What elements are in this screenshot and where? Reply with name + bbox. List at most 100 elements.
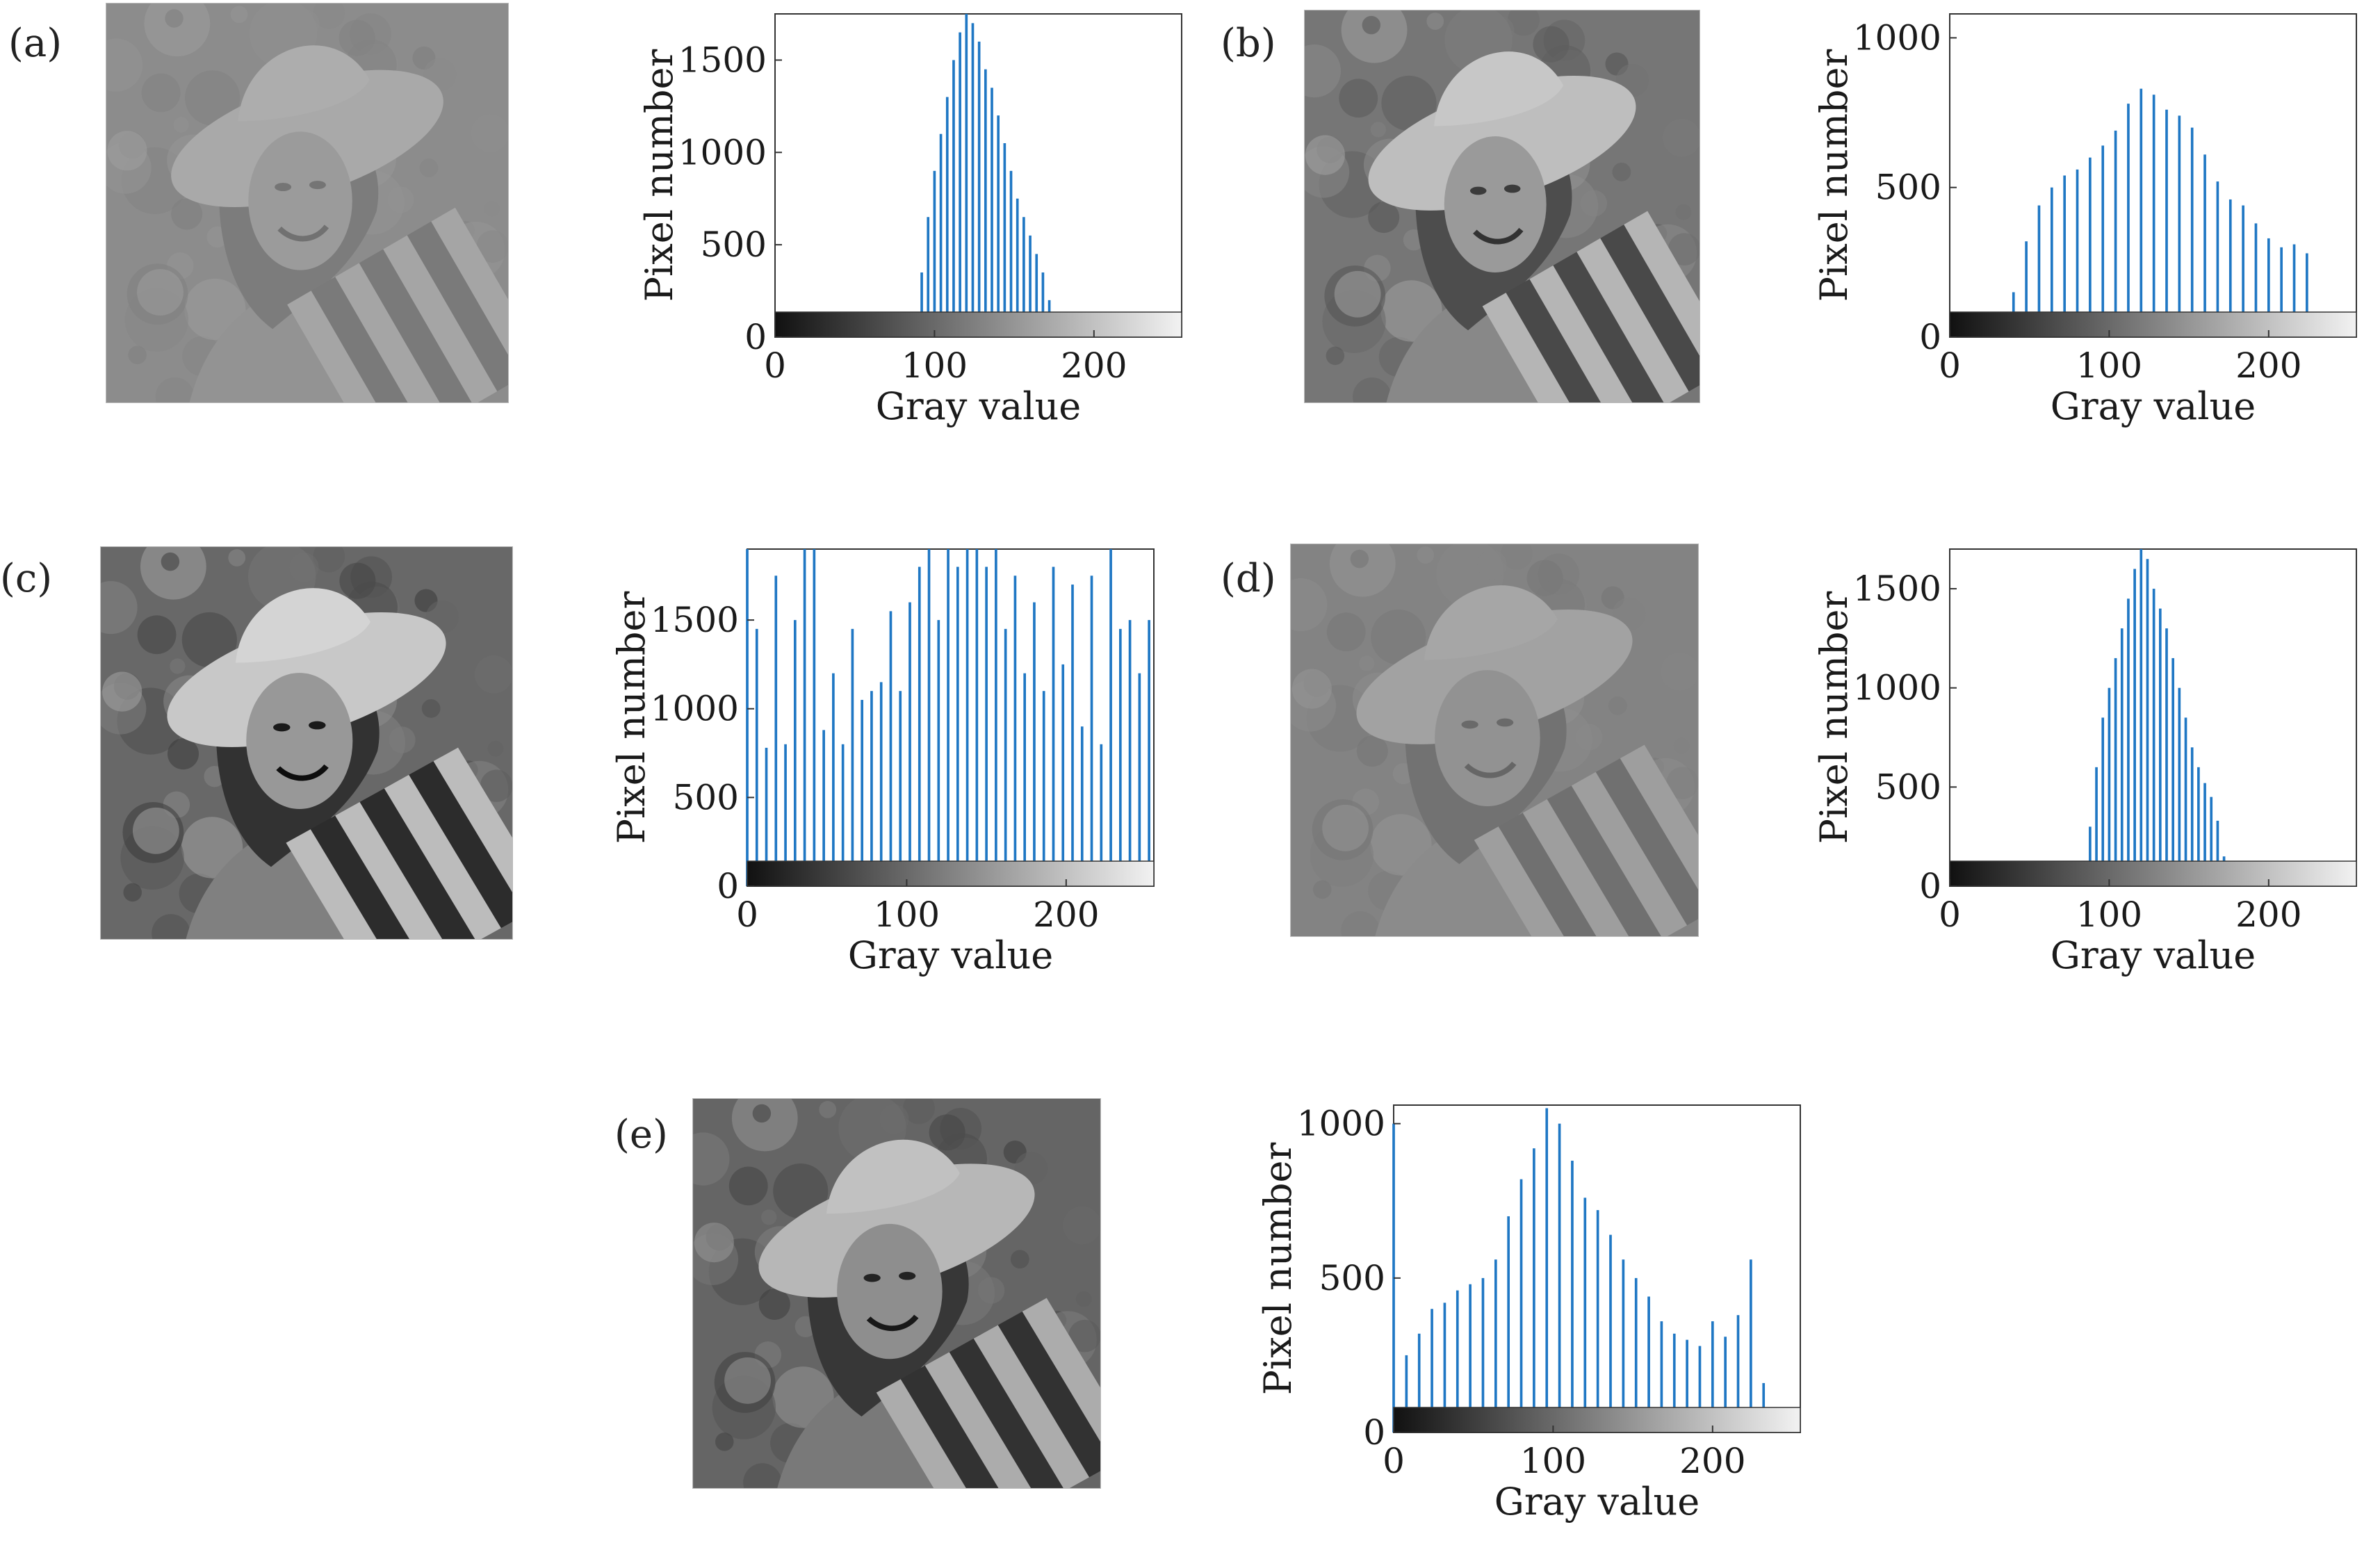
histogram-bar bbox=[1080, 726, 1084, 886]
histogram-bar bbox=[995, 549, 997, 886]
histogram-bar bbox=[965, 14, 968, 337]
histogram-bar bbox=[2216, 820, 2219, 886]
x-tick-label: 100 bbox=[902, 345, 968, 386]
histogram-bar bbox=[1029, 235, 1032, 337]
histogram-bar bbox=[1052, 566, 1055, 886]
histogram-bar bbox=[2095, 767, 2098, 886]
histogram-bar bbox=[1736, 1315, 1740, 1432]
y-tick-label: 1500 bbox=[651, 600, 739, 640]
histogram-bar bbox=[1596, 1210, 1599, 1432]
histogram-bar bbox=[984, 69, 987, 337]
histogram-bar bbox=[2152, 95, 2155, 337]
histogram-bar bbox=[1609, 1234, 1612, 1432]
histogram-bar bbox=[2152, 589, 2155, 886]
y-tick-label: 1000 bbox=[1853, 668, 1941, 708]
histogram-bar bbox=[2089, 157, 2092, 337]
histogram-bar bbox=[870, 691, 873, 886]
histogram-bar bbox=[977, 41, 981, 337]
histogram-bar bbox=[841, 744, 845, 886]
grayscale-colorbar bbox=[1393, 1407, 1801, 1433]
histogram-bar bbox=[1042, 691, 1045, 886]
histogram-bar bbox=[2203, 783, 2206, 886]
histogram-bar bbox=[1071, 585, 1074, 886]
histogram-bar bbox=[1128, 620, 1132, 886]
histogram-bar bbox=[920, 272, 923, 337]
histogram-bar bbox=[803, 549, 806, 886]
grayscale-colorbar bbox=[1949, 860, 2357, 887]
histogram-bar bbox=[2146, 559, 2149, 886]
panel-label-a: (a) bbox=[8, 21, 63, 66]
y-tick-label: 1000 bbox=[651, 689, 739, 729]
histogram-bar bbox=[1417, 1333, 1421, 1432]
histogram-bar bbox=[2178, 687, 2181, 886]
histogram-bar bbox=[2203, 154, 2206, 337]
histogram-bar bbox=[2171, 658, 2175, 886]
x-tick-label: 0 bbox=[764, 345, 786, 386]
histogram-bar bbox=[1507, 1216, 1510, 1432]
histogram-bar bbox=[2190, 747, 2194, 886]
histogram-bar bbox=[1583, 1198, 1587, 1432]
histogram-bar bbox=[832, 673, 835, 886]
histogram-bar bbox=[1750, 1259, 1752, 1432]
histogram-bar bbox=[2210, 797, 2213, 886]
y-tick-label: 0 bbox=[1363, 1412, 1385, 1453]
y-tick-label: 1000 bbox=[1297, 1104, 1385, 1144]
y-tick-label: 0 bbox=[744, 317, 767, 357]
histogram-bar bbox=[765, 747, 768, 886]
histogram-bar bbox=[975, 549, 979, 886]
histogram-bar bbox=[991, 88, 993, 338]
histogram-bar bbox=[939, 133, 943, 337]
histogram-bar bbox=[908, 602, 911, 886]
histogram-bar bbox=[952, 60, 955, 337]
histogram-bar bbox=[1003, 143, 1006, 337]
histogram-bar bbox=[2114, 130, 2117, 337]
histogram-bar bbox=[2184, 717, 2187, 886]
histogram-bar bbox=[1004, 628, 1007, 886]
histogram-bar bbox=[2178, 115, 2181, 337]
histogram-bar bbox=[1016, 198, 1019, 337]
y-tick-label: 500 bbox=[1875, 767, 1941, 807]
histogram-bar bbox=[2025, 241, 2028, 337]
histogram-bar bbox=[997, 115, 1000, 337]
histogram-bar bbox=[1545, 1108, 1549, 1432]
y-tick-label: 1000 bbox=[1853, 17, 1941, 58]
histogram-bar bbox=[813, 549, 816, 886]
photo-b bbox=[1304, 10, 1700, 403]
x-tick-label: 0 bbox=[1939, 895, 1961, 935]
x-tick-label: 0 bbox=[1939, 345, 1961, 386]
grayscale-colorbar bbox=[1949, 311, 2357, 338]
y-tick-label: 1500 bbox=[1853, 569, 1941, 609]
histogram-bar bbox=[1481, 1277, 1485, 1432]
y-axis-title: Pixel number bbox=[610, 591, 653, 844]
x-tick-label: 200 bbox=[1061, 345, 1127, 386]
x-axis-title: Gray value bbox=[2051, 384, 2256, 428]
panel-label-c: (c) bbox=[0, 556, 53, 601]
histogram-bar bbox=[1100, 744, 1103, 886]
histogram-bar bbox=[1571, 1160, 1574, 1432]
histogram-bar bbox=[1009, 170, 1013, 337]
histogram-bar bbox=[2133, 569, 2136, 886]
histogram-bar bbox=[1622, 1259, 1625, 1432]
histogram-bar bbox=[2101, 717, 2105, 886]
histogram-bar bbox=[985, 566, 988, 886]
histogram-bar bbox=[1456, 1290, 1459, 1432]
histogram-bar bbox=[1041, 272, 1045, 337]
histogram-bar bbox=[1494, 1259, 1497, 1432]
histogram-bar bbox=[822, 730, 825, 886]
histogram-bar bbox=[1035, 254, 1038, 337]
histogram-bar bbox=[1431, 1309, 1433, 1432]
panel-label-d: (d) bbox=[1221, 556, 1276, 601]
histogram-bar bbox=[2197, 767, 2200, 886]
histogram-bar bbox=[1023, 673, 1027, 886]
histogram-bar bbox=[2306, 253, 2308, 337]
histogram-bar bbox=[1558, 1123, 1561, 1432]
y-axis-title: Pixel number bbox=[1812, 49, 1856, 302]
histogram-bar bbox=[2120, 628, 2124, 886]
x-tick-label: 200 bbox=[1033, 895, 1099, 935]
x-axis-title: Gray value bbox=[1494, 1480, 1700, 1524]
histogram-bar bbox=[1519, 1179, 1523, 1432]
histogram-bar bbox=[933, 170, 936, 337]
histogram-bar bbox=[755, 628, 758, 886]
histogram-bar bbox=[1148, 620, 1150, 886]
histogram-bar bbox=[927, 549, 931, 886]
